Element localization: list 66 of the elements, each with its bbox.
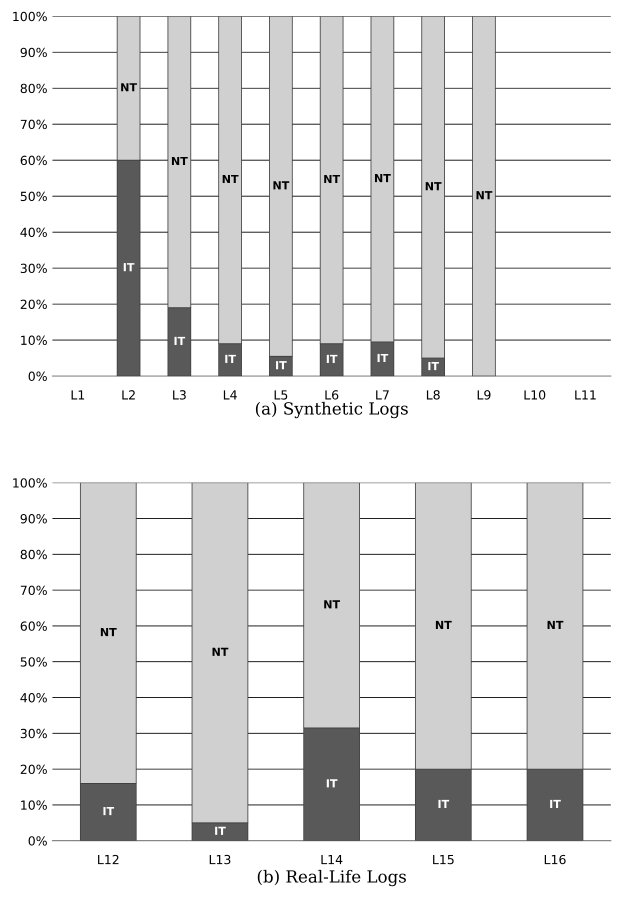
x-tick-label: L2 [122, 390, 135, 400]
text: (b) Real-Life Logs [258, 870, 406, 886]
x-tick-label: L6 [325, 390, 338, 400]
text: IT [225, 354, 236, 363]
y-tick-label: 50% [20, 657, 47, 667]
y-tick-label: 40% [20, 228, 47, 238]
x-tick-label: L5 [274, 390, 288, 400]
y-tick-label: 70% [20, 120, 47, 130]
x-tick-label: L4 [224, 390, 237, 400]
text: NT [374, 174, 391, 182]
text: IT [174, 336, 186, 345]
text: NT [212, 648, 228, 656]
y-tick-label: 0% [28, 372, 47, 381]
x-tick-label: L1 [72, 390, 84, 400]
text: (a) Synthetic Logs [256, 402, 408, 418]
text: IT [326, 354, 338, 363]
text: IT [378, 354, 388, 362]
text: NT [324, 174, 340, 184]
y-tick-label: 30% [20, 728, 47, 738]
text: NT [121, 83, 137, 92]
text: NT [426, 182, 442, 190]
y-tick-label: 10% [21, 800, 47, 810]
text: NT [476, 191, 492, 200]
text: NT [436, 620, 452, 629]
series-label: NT [172, 156, 188, 166]
y-tick-label: 90% [20, 514, 47, 524]
x-tick-label: L12 [98, 854, 118, 864]
x-tick-label: L10 [524, 390, 546, 400]
x-tick-label: L11 [575, 390, 596, 400]
y-tick-label: 60% [20, 156, 47, 166]
y-tick-label: 100% [13, 478, 47, 488]
y-tick-label: 0% [28, 836, 47, 846]
y-tick-label: 80% [20, 84, 47, 94]
y-tick-label: 20% [20, 764, 47, 774]
y-tick-label: 70% [20, 586, 47, 596]
series-label: IT [428, 362, 439, 370]
text: IT [276, 361, 287, 370]
text: NT [273, 181, 290, 190]
text: IT [124, 263, 134, 272]
y-tick-label: 60% [20, 621, 47, 631]
bar [472, 16, 496, 376]
text: NT [222, 174, 238, 184]
y-tick-label: 40% [20, 693, 47, 702]
y-tick-label: 90% [20, 48, 47, 58]
text: IT [326, 779, 338, 788]
text: IT [550, 800, 561, 808]
text: NT [100, 628, 117, 636]
x-tick-label: L9 [478, 390, 491, 400]
series-label: IT [215, 826, 226, 835]
y-tick-label: 20% [20, 300, 47, 310]
series-label: NT [548, 620, 564, 629]
x-tick-label: L13 [210, 854, 230, 864]
text: NT [324, 600, 340, 608]
y-tick-label: 50% [20, 192, 47, 202]
text: IT [103, 807, 114, 816]
y-tick-label: 10% [21, 336, 47, 346]
x-tick-label: L7 [376, 390, 389, 400]
x-tick-label: L14 [321, 854, 342, 864]
text: IT [438, 800, 450, 808]
y-tick-label: 80% [20, 550, 47, 560]
x-tick-label: L16 [544, 854, 566, 864]
x-tick-label: L8 [426, 390, 440, 400]
y-tick-label: 30% [20, 264, 47, 274]
x-tick-label: L3 [173, 390, 186, 400]
x-tick-label: L15 [433, 854, 454, 864]
y-tick-label: 100% [13, 12, 47, 22]
